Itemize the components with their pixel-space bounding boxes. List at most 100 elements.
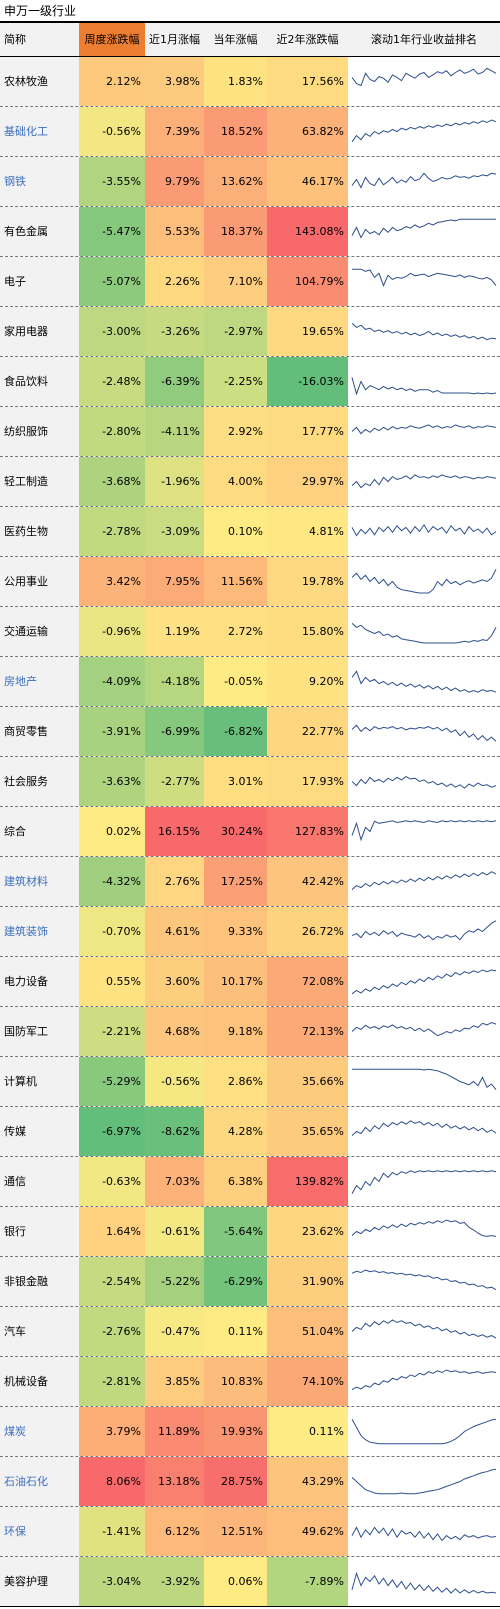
table-row: 传媒 -6.97% -8.62% 4.28% 35.65% bbox=[0, 1107, 500, 1157]
sparkline-svg bbox=[351, 920, 497, 941]
sparkline-line bbox=[352, 268, 497, 287]
rank-sparkline bbox=[348, 1107, 500, 1156]
rank-sparkline bbox=[348, 757, 500, 806]
sparkline-line bbox=[351, 820, 497, 842]
sparkline-svg bbox=[351, 1526, 497, 1542]
sparkline-svg bbox=[352, 1068, 497, 1091]
table-row: 食品饮料 -2.48% -6.39% -2.25% -16.03% bbox=[0, 357, 500, 407]
industry-name: 家用电器 bbox=[0, 307, 79, 356]
table-row: 计算机 -5.29% -0.56% 2.86% 35.66% bbox=[0, 1057, 500, 1107]
weekly-change-cell: -3.91% bbox=[79, 707, 145, 756]
2y-change-cell: 35.65% bbox=[267, 1107, 348, 1156]
2y-change-cell: 17.93% bbox=[267, 757, 348, 806]
ytd-change-cell: 30.24% bbox=[204, 807, 267, 856]
sparkline-line bbox=[351, 424, 497, 435]
1m-change-cell: 7.03% bbox=[145, 1157, 204, 1206]
ytd-change-cell: 28.75% bbox=[204, 1457, 267, 1506]
weekly-change-cell: -2.78% bbox=[79, 507, 145, 556]
ytd-change-cell: 0.10% bbox=[204, 507, 267, 556]
2y-change-cell: 51.04% bbox=[267, 1307, 348, 1356]
sparkline-svg bbox=[351, 820, 497, 842]
table-row: 综合 0.02% 16.15% 30.24% 127.83% bbox=[0, 807, 500, 857]
rank-sparkline bbox=[348, 1557, 500, 1606]
rank-sparkline bbox=[348, 357, 500, 406]
sparkline-svg bbox=[351, 670, 497, 693]
ytd-change-cell: 1.83% bbox=[204, 57, 267, 106]
industry-name[interactable]: 环保 bbox=[0, 1507, 79, 1556]
sparkline-svg bbox=[351, 1170, 497, 1195]
industry-name[interactable]: 煤炭 bbox=[0, 1407, 79, 1456]
sparkline-line bbox=[351, 1468, 497, 1495]
2y-change-cell: 31.90% bbox=[267, 1257, 348, 1306]
rank-sparkline bbox=[348, 857, 500, 906]
sparkline-line bbox=[351, 1526, 497, 1542]
sparkline-line bbox=[351, 724, 497, 742]
weekly-change-cell: -1.41% bbox=[79, 1507, 145, 1556]
industry-name[interactable]: 建筑装饰 bbox=[0, 907, 79, 956]
2y-change-cell: 15.80% bbox=[267, 607, 348, 656]
header-1m-change: 近1月涨幅 bbox=[145, 23, 204, 56]
sparkline-line bbox=[351, 1418, 497, 1445]
sparkline-line bbox=[351, 568, 497, 594]
sparkline-line bbox=[351, 622, 497, 644]
weekly-change-cell: -3.00% bbox=[79, 307, 145, 356]
rank-sparkline bbox=[348, 307, 500, 356]
2y-change-cell: 17.77% bbox=[267, 407, 348, 456]
ytd-change-cell: 18.52% bbox=[204, 107, 267, 156]
weekly-change-cell: -3.04% bbox=[79, 1557, 145, 1606]
2y-change-cell: 49.62% bbox=[267, 1507, 348, 1556]
2y-change-cell: 9.20% bbox=[267, 657, 348, 706]
industry-name: 电力设备 bbox=[0, 957, 79, 1006]
2y-change-cell: 72.13% bbox=[267, 1007, 348, 1056]
1m-change-cell: 2.76% bbox=[145, 857, 204, 906]
ytd-change-cell: 12.51% bbox=[204, 1507, 267, 1556]
rank-sparkline bbox=[348, 57, 500, 106]
ytd-change-cell: 0.11% bbox=[204, 1307, 267, 1356]
sparkline-line bbox=[351, 969, 497, 995]
sparkline-line bbox=[351, 67, 497, 87]
sparkline-line bbox=[351, 322, 497, 341]
ytd-change-cell: 13.62% bbox=[204, 157, 267, 206]
weekly-change-cell: 0.55% bbox=[79, 957, 145, 1006]
table-row: 家用电器 -3.00% -3.26% -2.97% 19.65% bbox=[0, 307, 500, 357]
ytd-change-cell: -2.97% bbox=[204, 307, 267, 356]
2y-change-cell: -7.89% bbox=[267, 1557, 348, 1606]
industry-name[interactable]: 基础化工 bbox=[0, 107, 79, 156]
table-row: 石油石化 8.06% 13.18% 28.75% 43.29% bbox=[0, 1457, 500, 1507]
1m-change-cell: -0.56% bbox=[145, 1057, 204, 1106]
1m-change-cell: -6.99% bbox=[145, 707, 204, 756]
rank-sparkline bbox=[348, 1357, 500, 1406]
industry-name: 非银金融 bbox=[0, 1257, 79, 1306]
sparkline-svg bbox=[351, 1120, 497, 1136]
table-row: 农林牧渔 2.12% 3.98% 1.83% 17.56% bbox=[0, 57, 500, 107]
2y-change-cell: 19.78% bbox=[267, 557, 348, 606]
industry-name[interactable]: 石油石化 bbox=[0, 1457, 79, 1506]
industry-name[interactable]: 建筑材料 bbox=[0, 857, 79, 906]
industry-name: 农林牧渔 bbox=[0, 57, 79, 106]
sparkline-line bbox=[351, 1170, 497, 1195]
industry-name[interactable]: 房地产 bbox=[0, 657, 79, 706]
industry-name: 食品饮料 bbox=[0, 357, 79, 406]
industry-name: 医药生物 bbox=[0, 507, 79, 556]
1m-change-cell: -3.09% bbox=[145, 507, 204, 556]
ytd-change-cell: 11.56% bbox=[204, 557, 267, 606]
sparkline-line bbox=[351, 172, 497, 189]
1m-change-cell: 6.12% bbox=[145, 1507, 204, 1556]
top-rule bbox=[0, 21, 500, 23]
rank-sparkline bbox=[348, 257, 500, 306]
table-row: 房地产 -4.09% -4.18% -0.05% 9.20% bbox=[0, 657, 500, 707]
header-name: 简称 bbox=[0, 23, 79, 56]
industry-name: 纺织服饰 bbox=[0, 407, 79, 456]
industry-name: 商贸零售 bbox=[0, 707, 79, 756]
sparkline-line bbox=[351, 523, 497, 537]
industry-name[interactable]: 钢铁 bbox=[0, 157, 79, 206]
weekly-change-cell: 2.12% bbox=[79, 57, 145, 106]
header-rolling-rank: 滚动1年行业收益排名 bbox=[348, 23, 500, 56]
1m-change-cell: 11.89% bbox=[145, 1407, 204, 1456]
table-row: 钢铁 -3.55% 9.79% 13.62% 46.17% bbox=[0, 157, 500, 207]
table-row: 汽车 -2.76% -0.47% 0.11% 51.04% bbox=[0, 1307, 500, 1357]
sparkline-line bbox=[351, 377, 497, 396]
sparkline-svg bbox=[351, 67, 497, 87]
1m-change-cell: 4.61% bbox=[145, 907, 204, 956]
sparkline-svg bbox=[351, 1418, 497, 1445]
